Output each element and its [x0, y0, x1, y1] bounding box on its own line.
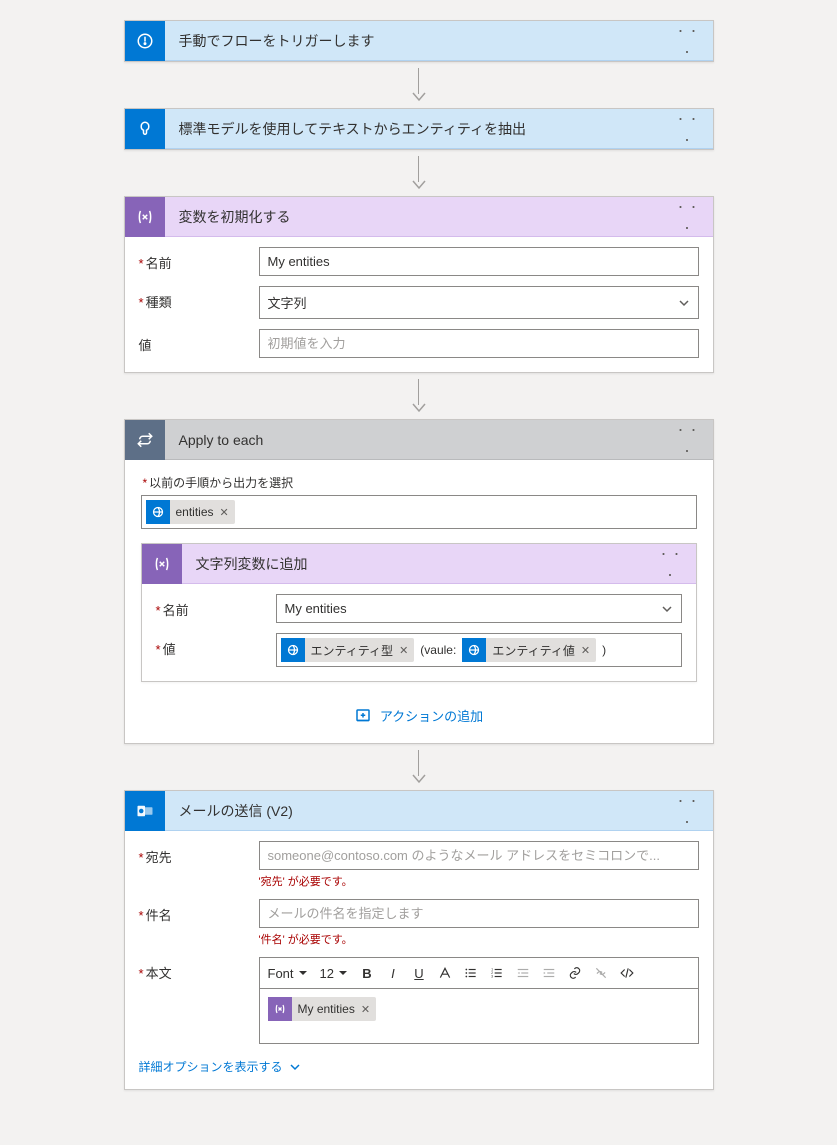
- trigger-header[interactable]: 手動でフローをトリガーします · · ·: [125, 21, 713, 61]
- value-label: 値: [139, 329, 259, 354]
- trigger-title: 手動でフローをトリガーします: [165, 31, 673, 51]
- entities-token[interactable]: entities ✕: [146, 500, 235, 524]
- token-label: エンティティ型: [305, 642, 400, 659]
- append-name-label: 名前: [156, 594, 276, 619]
- entity-value-token[interactable]: エンティティ値 ✕: [462, 638, 596, 662]
- connector-arrow: [412, 379, 426, 413]
- code-view-button[interactable]: [616, 962, 638, 984]
- apply-title: Apply to each: [165, 432, 673, 448]
- rich-text-toolbar: Font 12 B I U 123: [259, 957, 699, 988]
- append-menu-button[interactable]: · · ·: [656, 543, 686, 585]
- value-input[interactable]: [259, 329, 699, 358]
- entity-type-token[interactable]: エンティティ型 ✕: [281, 638, 415, 662]
- type-select[interactable]: 文字列: [259, 286, 699, 319]
- plain-text: ): [600, 643, 608, 657]
- append-string-card[interactable]: 文字列変数に追加 · · · 名前 My entities: [141, 543, 697, 682]
- underline-button[interactable]: U: [408, 962, 430, 984]
- connector-arrow: [412, 750, 426, 784]
- name-label: 名前: [139, 247, 259, 272]
- add-action-label: アクションの追加: [380, 706, 483, 725]
- token-remove[interactable]: ✕: [361, 1003, 370, 1016]
- connector-arrow: [412, 68, 426, 102]
- connector-arrow: [412, 156, 426, 190]
- number-list-button[interactable]: 123: [486, 962, 508, 984]
- svg-text:3: 3: [491, 975, 493, 979]
- apply-menu-button[interactable]: · · ·: [673, 419, 703, 461]
- body-editor[interactable]: My entities ✕: [259, 988, 699, 1044]
- dynamic-content-icon: [462, 638, 486, 662]
- link-button[interactable]: [564, 962, 586, 984]
- token-remove[interactable]: ✕: [399, 644, 408, 657]
- trigger-card[interactable]: 手動でフローをトリガーします · · ·: [124, 20, 714, 62]
- apply-body: 以前の手順から出力を選択 entities ✕: [125, 460, 713, 743]
- apply-header[interactable]: Apply to each · · ·: [125, 420, 713, 460]
- to-input[interactable]: [259, 841, 699, 870]
- variable-icon: [268, 997, 292, 1021]
- append-title: 文字列変数に追加: [182, 554, 656, 574]
- apply-each-card[interactable]: Apply to each · · · 以前の手順から出力を選択 entitie…: [124, 419, 714, 744]
- email-menu-button[interactable]: · · ·: [673, 790, 703, 832]
- outdent-button[interactable]: [512, 962, 534, 984]
- plain-text: (vaule:: [418, 643, 458, 657]
- token-remove[interactable]: ✕: [220, 506, 229, 519]
- dynamic-content-icon: [146, 500, 170, 524]
- token-label: My entities: [292, 1002, 361, 1016]
- append-value-input[interactable]: エンティティ型 ✕ (vaule: エンティティ値: [276, 633, 682, 667]
- to-error: '宛先' が必要です。: [259, 873, 699, 889]
- append-header[interactable]: 文字列変数に追加 · · ·: [142, 544, 696, 584]
- trigger-menu-button[interactable]: · · ·: [673, 20, 703, 62]
- token-remove[interactable]: ✕: [581, 644, 590, 657]
- variable-icon: [125, 197, 165, 237]
- italic-button[interactable]: I: [382, 962, 404, 984]
- to-label: 宛先: [139, 841, 259, 866]
- email-body: 宛先 '宛先' が必要です。 件名 '件名' が必要です。 本文: [125, 831, 713, 1089]
- init-var-title: 変数を初期化する: [165, 207, 673, 227]
- subject-label: 件名: [139, 899, 259, 924]
- show-advanced-button[interactable]: 詳細オプションを表示する: [139, 1058, 699, 1075]
- indent-button[interactable]: [538, 962, 560, 984]
- token-label: エンティティ値: [486, 642, 581, 659]
- extract-menu-button[interactable]: · · ·: [673, 108, 703, 150]
- token-label: entities: [170, 505, 220, 519]
- font-color-button[interactable]: [434, 962, 456, 984]
- bold-button[interactable]: B: [356, 962, 378, 984]
- extract-header[interactable]: 標準モデルを使用してテキストからエンティティを抽出 · · ·: [125, 109, 713, 149]
- append-name-select[interactable]: My entities: [276, 594, 682, 623]
- email-title: メールの送信 (V2): [165, 801, 673, 821]
- extract-title: 標準モデルを使用してテキストからエンティティを抽出: [165, 119, 673, 139]
- extract-card[interactable]: 標準モデルを使用してテキストからエンティティを抽出 · · ·: [124, 108, 714, 150]
- init-var-body: 名前 種類 文字列 値: [125, 237, 713, 372]
- dynamic-content-icon: [281, 638, 305, 662]
- send-email-card[interactable]: メールの送信 (V2) · · · 宛先 '宛先' が必要です。 件名 '件名'…: [124, 790, 714, 1090]
- output-select[interactable]: entities ✕: [141, 495, 697, 529]
- body-label: 本文: [139, 957, 259, 982]
- type-label: 種類: [139, 286, 259, 311]
- subject-input[interactable]: [259, 899, 699, 928]
- name-input[interactable]: [259, 247, 699, 276]
- add-action-button[interactable]: アクションの追加: [141, 682, 697, 739]
- init-var-menu-button[interactable]: · · ·: [673, 196, 703, 238]
- outlook-icon: [125, 791, 165, 831]
- ai-icon: [125, 109, 165, 149]
- my-entities-token[interactable]: My entities ✕: [268, 997, 377, 1021]
- font-family-select[interactable]: Font: [264, 964, 312, 983]
- init-var-card[interactable]: 変数を初期化する · · · 名前 種類 文字列 値: [124, 196, 714, 373]
- flow-canvas: 手動でフローをトリガーします · · · 標準モデルを使用してテキストからエンテ…: [0, 20, 837, 1090]
- loop-icon: [125, 420, 165, 460]
- email-header[interactable]: メールの送信 (V2) · · ·: [125, 791, 713, 831]
- font-size-select[interactable]: 12: [316, 964, 352, 983]
- append-value-label: 値: [156, 633, 276, 658]
- trigger-icon: [125, 21, 165, 61]
- bullet-list-button[interactable]: [460, 962, 482, 984]
- type-value: 文字列: [268, 293, 307, 312]
- init-var-header[interactable]: 変数を初期化する · · ·: [125, 197, 713, 237]
- subject-error: '件名' が必要です。: [259, 931, 699, 947]
- output-label: 以前の手順から出力を選択: [143, 474, 697, 491]
- variable-icon: [142, 544, 182, 584]
- append-name-value: My entities: [285, 601, 347, 616]
- unlink-button[interactable]: [590, 962, 612, 984]
- append-body: 名前 My entities 値: [142, 584, 696, 681]
